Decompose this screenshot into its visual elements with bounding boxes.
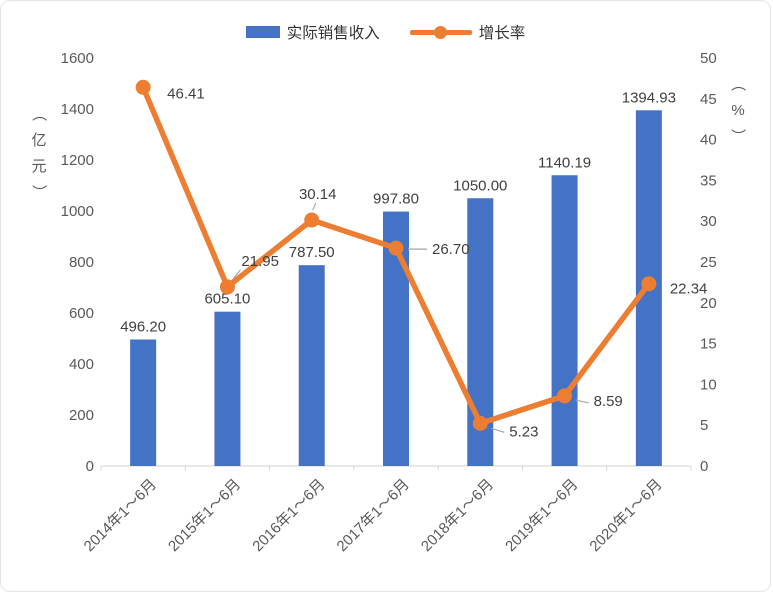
- bar-value-label: 1050.00: [453, 177, 507, 194]
- line-marker: [388, 240, 404, 256]
- right-axis-tick-label: 30: [700, 213, 717, 230]
- left-axis-title: （: [30, 106, 47, 121]
- line-marker-icon: [434, 25, 448, 39]
- bar-value-label: 1140.19: [538, 154, 591, 171]
- bar-series-swatch: [245, 26, 280, 38]
- left-axis-title: ）: [30, 184, 47, 199]
- right-axis-tick-label: 15: [700, 336, 717, 353]
- line-marker: [641, 276, 657, 292]
- legend-label-growth-rate: 增长率: [478, 25, 526, 42]
- x-axis-category-label: 2019年1～6月: [502, 476, 581, 555]
- line-series-swatch: [409, 25, 472, 39]
- bar-value-label: 787.50: [289, 244, 335, 261]
- left-axis-tick-label: 400: [69, 356, 94, 373]
- left-axis-tick-label: 800: [69, 254, 94, 271]
- right-axis-tick-label: 20: [700, 295, 717, 312]
- line-marker: [135, 79, 151, 95]
- line-value-label: 26.70: [432, 241, 470, 258]
- x-axis-category-label: 2017年1～6月: [334, 476, 413, 555]
- legend-item-revenue: 实际销售收入: [245, 21, 380, 43]
- bar-value-label: 605.10: [204, 291, 250, 308]
- legend-item-growth-rate: 增长率: [409, 21, 526, 43]
- bar-value-label: 997.80: [373, 191, 419, 208]
- revenue-bar: [130, 339, 157, 466]
- line-value-label: 22.34: [670, 281, 708, 298]
- right-axis-tick-label: 35: [700, 172, 717, 189]
- right-axis-tick-label: 50: [700, 50, 717, 67]
- left-axis-tick-label: 1000: [61, 203, 94, 220]
- right-axis-tick-label: 45: [700, 91, 717, 108]
- line-marker: [557, 388, 573, 404]
- left-axis-tick-label: 1600: [61, 50, 94, 67]
- right-axis-tick-label: 40: [700, 132, 717, 149]
- x-axis-category-label: 2016年1～6月: [249, 476, 328, 555]
- right-axis-tick-label: 25: [700, 254, 717, 271]
- line-value-label: 46.41: [167, 85, 205, 102]
- label-leader-line: [312, 202, 317, 211]
- right-axis-title: （: [729, 76, 746, 91]
- left-axis-title: 元: [31, 158, 46, 175]
- right-axis-tick-label: 5: [700, 417, 708, 434]
- left-axis-title: 亿: [31, 132, 46, 149]
- label-leader-line: [231, 269, 241, 281]
- x-axis-category-label: 2018年1～6月: [418, 476, 497, 555]
- legend: 实际销售收入 增长率: [1, 21, 770, 43]
- line-value-label: 5.23: [509, 423, 538, 440]
- left-axis-tick-label: 1400: [61, 101, 94, 118]
- line-marker: [304, 212, 320, 228]
- line-value-label: 8.59: [594, 393, 623, 410]
- left-axis-tick-label: 1200: [61, 152, 94, 169]
- right-axis-tick-label: 10: [700, 376, 717, 393]
- x-axis-category-label: 2014年1～6月: [81, 476, 160, 555]
- right-axis-title: ）: [729, 128, 746, 143]
- left-axis-tick-label: 200: [69, 407, 94, 424]
- revenue-bar: [214, 311, 241, 466]
- line-value-label: 30.14: [299, 186, 337, 203]
- bar-value-label: 1394.93: [622, 89, 676, 106]
- x-axis-category-label: 2020年1～6月: [586, 476, 665, 555]
- right-axis-title: %: [731, 102, 744, 119]
- x-axis-category-label: 2015年1～6月: [165, 476, 244, 555]
- left-axis-tick-label: 0: [86, 458, 94, 475]
- label-leader-line: [575, 399, 589, 404]
- legend-label-revenue: 实际销售收入: [286, 25, 380, 42]
- right-axis-tick-label: 0: [700, 458, 708, 475]
- bar-value-label: 496.20: [120, 318, 166, 335]
- label-leader-line: [491, 427, 505, 433]
- line-marker: [219, 279, 235, 295]
- left-axis-tick-label: 600: [69, 305, 94, 322]
- line-value-label: 21.95: [241, 253, 279, 270]
- revenue-bar: [298, 265, 325, 466]
- line-marker: [472, 415, 488, 431]
- revenue-bar: [551, 175, 578, 466]
